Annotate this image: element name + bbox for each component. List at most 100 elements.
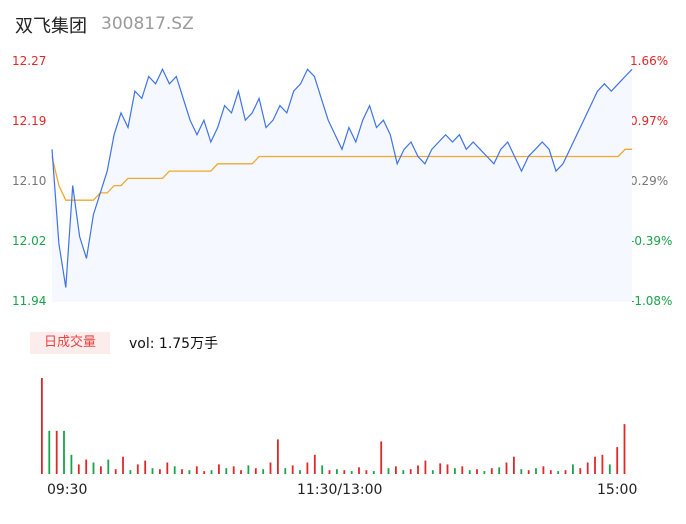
volume-bar <box>358 467 360 474</box>
volume-bar <box>380 441 383 474</box>
volume-bar <box>70 454 73 474</box>
time-tick-close: 15:00 <box>597 482 638 498</box>
pct-tick-4: -0.39% <box>630 234 673 248</box>
volume-bar <box>513 456 515 474</box>
volume-bar <box>173 466 176 474</box>
volume-bar <box>505 462 508 474</box>
price-tick-2: 12.19 <box>12 114 47 128</box>
pct-tick-3: 0.29% <box>630 174 669 188</box>
volume-bar <box>572 464 574 474</box>
volume-bar <box>395 466 397 474</box>
volume-bar <box>564 470 567 474</box>
volume-bar <box>151 468 154 474</box>
average-price-line <box>51 148 632 201</box>
volume-bar <box>63 430 65 474</box>
volume-bar <box>387 468 390 474</box>
volume-bar <box>372 471 375 474</box>
volume-bar <box>210 470 213 474</box>
volume-bar <box>417 465 419 474</box>
volume-bar <box>490 468 493 474</box>
volume-bar <box>476 469 478 474</box>
volume-bar <box>520 469 523 474</box>
volume-bar <box>498 467 501 474</box>
volume-bar <box>350 471 353 474</box>
volume-bar <box>608 464 611 474</box>
volume-bar <box>55 430 58 474</box>
price-area-fill <box>52 69 632 302</box>
price-tick-5: 11.94 <box>12 294 47 308</box>
volume-bar <box>616 447 619 474</box>
price-tick-1: 12.27 <box>12 54 47 68</box>
volume-bar <box>203 471 206 474</box>
volume-bar <box>254 468 257 474</box>
volume-bar <box>409 469 412 474</box>
pct-tick-5: -1.08% <box>630 294 673 308</box>
time-tick-open: 09:30 <box>47 482 88 498</box>
stock-code: 300817.SZ <box>101 14 194 34</box>
volume-bar <box>277 439 279 474</box>
time-tick-midday: 11:30/13:00 <box>297 482 383 498</box>
volume-bar <box>468 470 471 474</box>
pct-tick-2: 0.97% <box>630 114 669 128</box>
volume-bar <box>195 466 198 474</box>
volume-bar <box>85 459 88 474</box>
volume-bar <box>218 464 220 474</box>
volume-bar <box>262 469 265 474</box>
volume-bar <box>100 466 102 474</box>
volume-bar <box>313 454 316 474</box>
volume-bar <box>402 470 405 474</box>
volume-bar <box>122 456 124 474</box>
volume-bar <box>114 469 117 474</box>
volume-bar <box>586 462 589 474</box>
volume-bar <box>623 424 626 474</box>
volume-bar <box>188 470 191 474</box>
volume-bar <box>129 470 132 474</box>
volume-bar <box>594 456 596 474</box>
volume-bar <box>321 465 324 474</box>
volume-bar <box>328 470 331 474</box>
volume-bar <box>159 469 161 474</box>
volume-bar <box>431 470 434 474</box>
volume-bar <box>77 464 80 474</box>
volume-bar <box>557 471 560 474</box>
volume-bar <box>542 466 545 474</box>
price-tick-4: 12.02 <box>12 234 47 248</box>
volume-bar <box>306 462 309 474</box>
volume-bar <box>41 378 43 474</box>
volume-readout: vol: 1.75万手 <box>129 336 219 352</box>
volume-bar <box>48 430 51 474</box>
volume-bar <box>284 468 287 474</box>
volume-bar <box>424 460 427 474</box>
volume-bar <box>291 465 294 474</box>
volume-bar <box>527 470 530 474</box>
volume-bar <box>365 470 368 474</box>
volume-bar <box>446 464 449 474</box>
volume-bar <box>579 468 582 474</box>
volume-bar <box>454 468 456 474</box>
volume-bar <box>92 462 95 474</box>
volume-bar <box>601 454 604 474</box>
volume-bar <box>299 470 301 474</box>
volume-bar <box>343 470 346 474</box>
volume-bar <box>247 465 250 474</box>
volume-bar <box>166 462 169 474</box>
volume-bar <box>439 463 442 474</box>
volume-bar <box>225 468 228 474</box>
volume-bar <box>136 464 139 474</box>
volume-bar <box>461 466 464 474</box>
pct-tick-1: 1.66% <box>630 54 669 68</box>
volume-bar <box>240 470 242 474</box>
volume-bar <box>181 469 183 474</box>
volume-bar <box>483 471 486 474</box>
volume-bar <box>336 469 338 474</box>
price-tick-3: 12.10 <box>12 174 47 188</box>
volume-bar <box>535 468 537 474</box>
stock-name: 双飞集团 <box>15 16 87 37</box>
daily-volume-badge: 日成交量 <box>30 332 110 354</box>
price-line <box>51 67 633 288</box>
volume-bar <box>144 460 147 474</box>
volume-bar <box>232 466 235 474</box>
volume-bar <box>269 462 272 474</box>
volume-bar <box>549 470 552 474</box>
